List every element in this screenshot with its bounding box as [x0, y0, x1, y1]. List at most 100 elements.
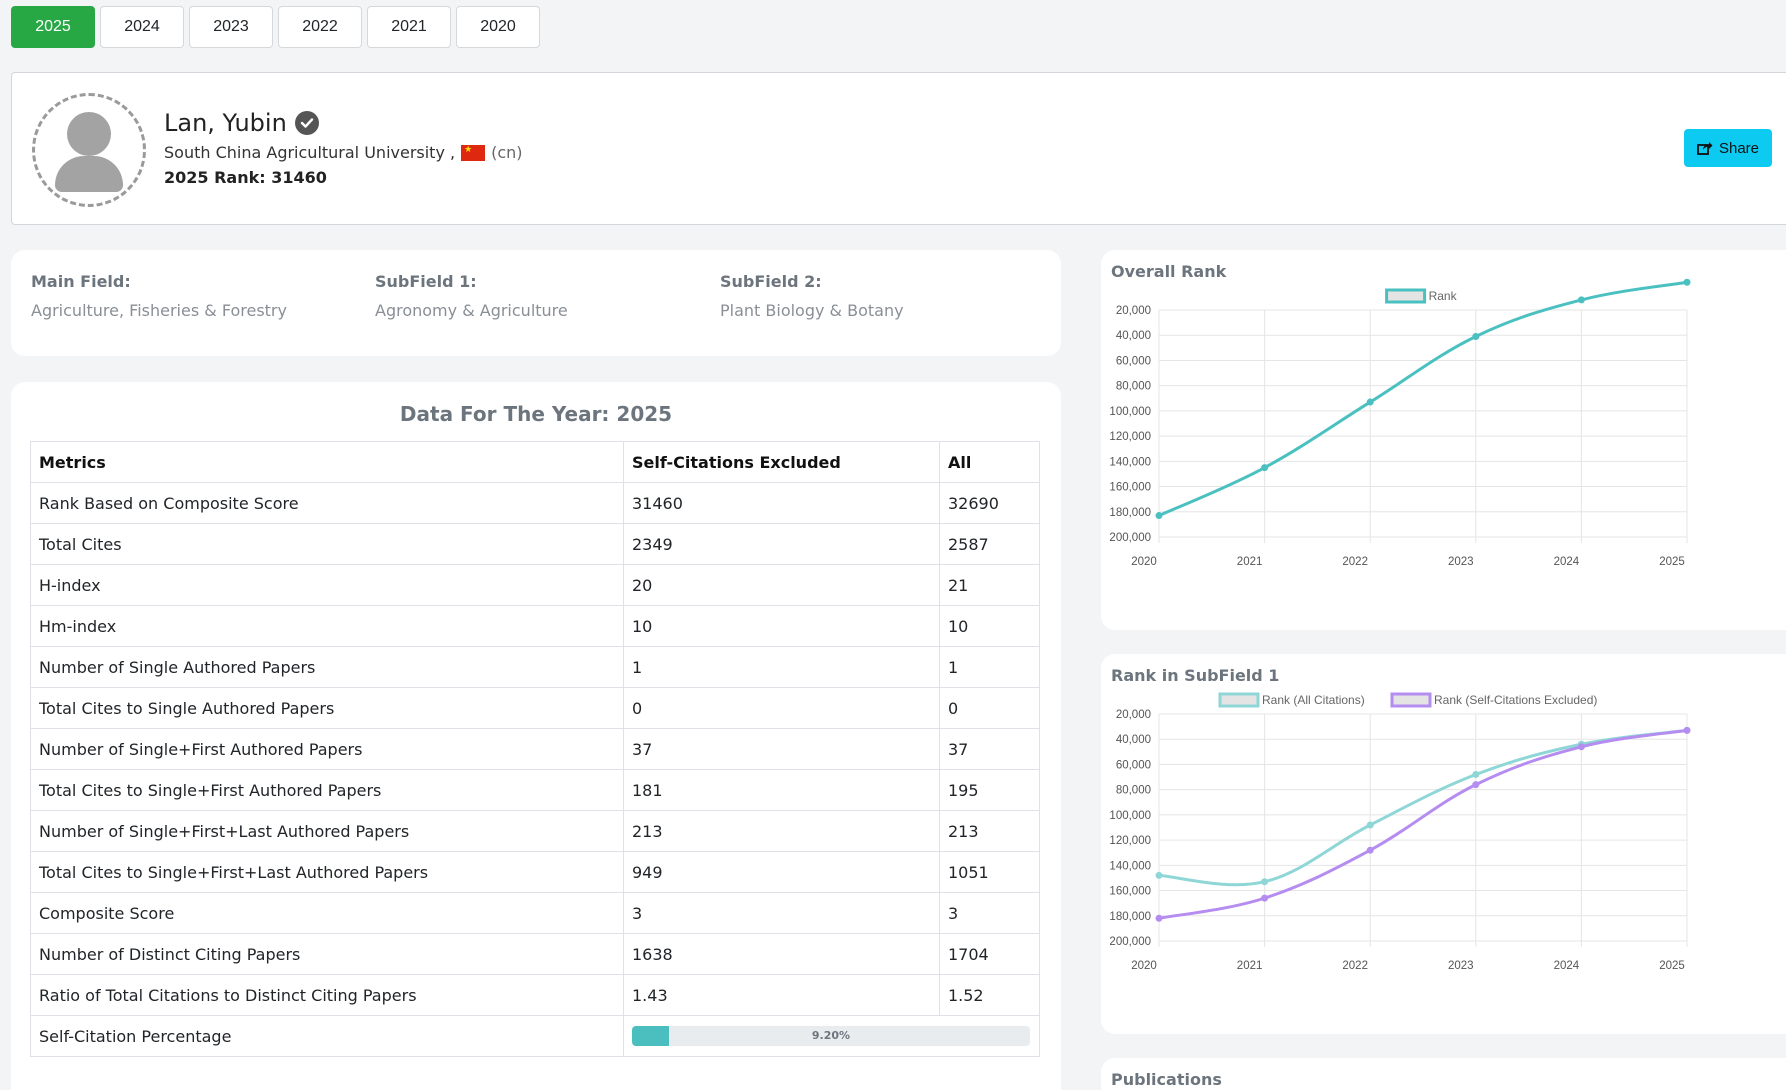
data-point[interactable]: [1472, 771, 1480, 779]
main-field-value: Agriculture, Fisheries & Forestry: [31, 301, 287, 320]
data-point[interactable]: [1366, 398, 1374, 406]
y-tick-label: 200,000: [1109, 936, 1151, 948]
profile-name-row: Lan, Yubin: [164, 109, 319, 137]
data-point[interactable]: [1366, 821, 1374, 829]
data-point[interactable]: [1577, 296, 1585, 304]
y-tick-label: 20,000: [1116, 709, 1151, 721]
overall-rank-chart: Rank 20,000 40,000 60,000 80,000 100,000 120,0…: [1109, 278, 1691, 568]
y-tick-label: 160,000: [1109, 482, 1151, 494]
data-point[interactable]: [1155, 512, 1163, 520]
self-excluded-cell: 1638: [623, 933, 940, 975]
year-tab-2022[interactable]: 2022: [278, 6, 362, 48]
share-button[interactable]: Share: [1684, 129, 1772, 167]
all-cell: 1704: [938, 933, 1041, 975]
metric-name-cell: Self-Citation Percentage: [30, 1015, 624, 1057]
table-row: Number of Single+First+Last Authored Pap…: [30, 810, 1041, 852]
y-tick-label: 60,000: [1116, 355, 1151, 367]
data-point[interactable]: [1261, 878, 1269, 886]
subfield-rank-chart: Rank (All Citations) Rank (Self-Citations…: [1109, 692, 1691, 972]
subfield-1-label: SubField 1:: [375, 272, 477, 291]
subfield-rank-title: Rank in SubField 1: [1111, 666, 1280, 685]
x-tick-label: 2023: [1448, 960, 1474, 972]
legend-swatch: [1385, 288, 1427, 304]
table-row: Hm-index 10 10: [30, 605, 1041, 647]
y-tick-label: 100,000: [1109, 406, 1151, 418]
year-tab-2025[interactable]: 2025: [11, 6, 95, 48]
main-field: Main Field: Agriculture, Fisheries & For…: [31, 272, 287, 320]
subfield-2-label: SubField 2:: [720, 272, 822, 291]
verified-check-icon: [294, 111, 319, 135]
table-row: Self-Citation Percentage 9.20%: [30, 1015, 1040, 1057]
x-tick-label: 2021: [1237, 960, 1263, 972]
x-tick-label: 2022: [1342, 556, 1368, 568]
data-point[interactable]: [1366, 846, 1374, 854]
self-excluded-cell: 2349: [623, 523, 940, 565]
header-metrics: Metrics: [30, 441, 624, 483]
avatar-body-icon: [55, 156, 123, 192]
x-tick-label: 2024: [1554, 960, 1580, 972]
metric-name-cell: Number of Single Authored Papers: [30, 646, 624, 688]
y-tick-label: 120,000: [1109, 835, 1151, 847]
self-excluded-cell: 37: [623, 728, 940, 770]
fields-card: Main Field: Agriculture, Fisheries & For…: [11, 250, 1061, 356]
profile-card: Lan, Yubin South China Agricultural Univ…: [11, 72, 1786, 225]
table-header-row: Metrics Self-Citations Excluded All: [30, 441, 1041, 483]
self-citation-progress-cell: 9.20%: [623, 1015, 1040, 1057]
year-tab-2023[interactable]: 2023: [189, 6, 273, 48]
data-point[interactable]: [1261, 464, 1269, 472]
all-cell: 0: [938, 687, 1041, 729]
data-point[interactable]: [1577, 743, 1585, 751]
table-row: Total Cites to Single Authored Papers 0 0: [30, 687, 1041, 729]
year-tab-2020[interactable]: 2020: [456, 6, 540, 48]
legend-label: Rank: [1429, 289, 1458, 303]
year-tab-2021[interactable]: 2021: [367, 6, 451, 48]
all-cell: 3: [938, 892, 1041, 934]
data-point[interactable]: [1472, 781, 1480, 789]
series-line: [1158, 728, 1688, 887]
all-cell: 1.52: [938, 974, 1041, 1016]
profile-rank: 2025 Rank: 31460: [164, 168, 327, 187]
y-tick-label: 120,000: [1109, 431, 1151, 443]
all-cell: 213: [938, 810, 1041, 852]
x-tick-label: 2023: [1448, 556, 1474, 568]
legend-label: Rank (Self-Citations Excluded): [1434, 693, 1597, 707]
metric-name-cell: Number of Single+First Authored Papers: [30, 728, 624, 770]
metric-name-cell: Number of Distinct Citing Papers: [30, 933, 624, 975]
progress-fill: [632, 1026, 669, 1046]
data-point[interactable]: [1261, 894, 1269, 902]
y-tick-label: 40,000: [1116, 330, 1151, 342]
country-code: (cn): [491, 143, 523, 162]
data-point[interactable]: [1472, 332, 1480, 340]
table-row: Rank Based on Composite Score 31460 32690: [30, 482, 1041, 524]
y-tick-label: 80,000: [1116, 381, 1151, 393]
affiliation: South China Agricultural University ,: [164, 143, 456, 162]
year-tab-2024[interactable]: 2024: [100, 6, 184, 48]
chart-legend: Rank (All Citations) Rank (Self-Citations…: [1218, 692, 1597, 708]
y-tick-label: 200,000: [1109, 532, 1151, 544]
self-excluded-cell: 213: [623, 810, 940, 852]
progress-text: 9.20%: [811, 1029, 851, 1042]
x-tick-label: 2021: [1237, 556, 1263, 568]
self-citation-progress-bar: 9.20%: [632, 1026, 1030, 1046]
data-point[interactable]: [1683, 278, 1691, 286]
y-tick-label: 180,000: [1109, 911, 1151, 923]
all-cell: 1051: [938, 851, 1041, 893]
self-excluded-cell: 1: [623, 646, 940, 688]
share-icon: [1697, 142, 1713, 155]
all-cell: 2587: [938, 523, 1041, 565]
header-self-excluded: Self-Citations Excluded: [623, 441, 940, 483]
table-row: Ratio of Total Citations to Distinct Cit…: [30, 974, 1041, 1016]
publications-card: Publications: [1101, 1058, 1786, 1090]
subfield-1-value: Agronomy & Agriculture: [375, 301, 568, 320]
x-tick-label: 2025: [1659, 960, 1685, 972]
table-row: H-index 20 21: [30, 564, 1041, 606]
y-tick-label: 180,000: [1109, 507, 1151, 519]
series-line: [1158, 728, 1688, 920]
data-point[interactable]: [1155, 871, 1163, 879]
self-excluded-cell: 0: [623, 687, 940, 729]
data-point[interactable]: [1683, 726, 1691, 734]
x-tick-label: 2025: [1659, 556, 1685, 568]
data-point[interactable]: [1155, 914, 1163, 922]
y-tick-label: 60,000: [1116, 759, 1151, 771]
x-tick-label: 2020: [1131, 556, 1157, 568]
